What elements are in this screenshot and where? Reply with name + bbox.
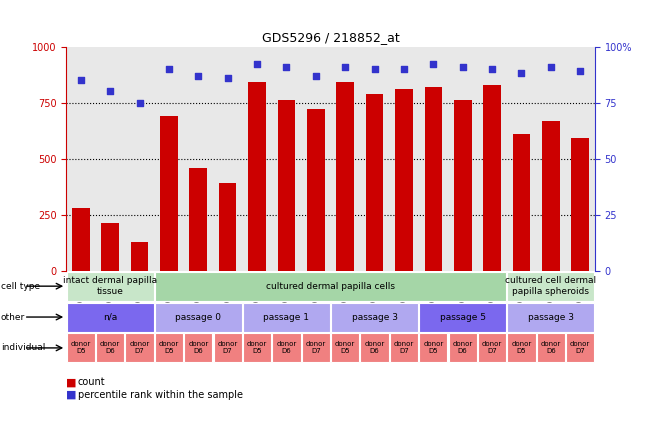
Text: donor
D6: donor D6 (276, 341, 297, 354)
FancyBboxPatch shape (360, 333, 389, 363)
Bar (513, 134, 530, 271)
Point (193, 72, 204, 79)
FancyBboxPatch shape (508, 333, 535, 363)
FancyBboxPatch shape (301, 333, 330, 363)
Bar (190, 168, 207, 271)
Point (369, 66, 380, 72)
FancyBboxPatch shape (155, 333, 183, 363)
Point (428, 61, 439, 68)
FancyBboxPatch shape (331, 302, 418, 332)
Bar (366, 93, 383, 271)
Point (311, 72, 321, 79)
Text: donor
D6: donor D6 (453, 341, 473, 354)
Text: donor
D7: donor D7 (482, 341, 502, 354)
Point (340, 63, 350, 70)
Text: ■: ■ (66, 377, 77, 387)
FancyBboxPatch shape (214, 333, 242, 363)
Bar (249, 82, 266, 271)
Text: passage 5: passage 5 (440, 313, 486, 321)
Bar (219, 183, 237, 271)
Title: GDS5296 / 218852_at: GDS5296 / 218852_at (262, 31, 399, 44)
Text: cell type: cell type (1, 282, 40, 291)
Text: cultured cell dermal
papilla spheroids: cultured cell dermal papilla spheroids (505, 277, 596, 296)
Text: intact dermal papilla
tissue: intact dermal papilla tissue (63, 277, 157, 296)
Text: donor
D5: donor D5 (247, 341, 267, 354)
Bar (131, 242, 148, 271)
Point (134, 99, 145, 106)
Text: passage 0: passage 0 (175, 313, 221, 321)
FancyBboxPatch shape (243, 333, 271, 363)
FancyBboxPatch shape (67, 272, 153, 301)
Text: passage 3: passage 3 (528, 313, 574, 321)
FancyBboxPatch shape (449, 333, 477, 363)
Text: ■: ■ (66, 390, 77, 400)
Text: donor
D7: donor D7 (570, 341, 590, 354)
Text: n/a: n/a (103, 313, 117, 321)
Text: donor
D7: donor D7 (130, 341, 149, 354)
Text: passage 1: passage 1 (264, 313, 309, 321)
Point (164, 66, 175, 72)
Text: donor
D5: donor D5 (71, 341, 91, 354)
Point (457, 63, 468, 70)
FancyBboxPatch shape (155, 302, 242, 332)
Text: donor
D5: donor D5 (159, 341, 179, 354)
FancyBboxPatch shape (478, 333, 506, 363)
Bar (160, 116, 178, 271)
Point (486, 66, 497, 72)
FancyBboxPatch shape (67, 302, 153, 332)
Point (516, 70, 527, 77)
Text: donor
D6: donor D6 (100, 341, 120, 354)
Text: donor
D6: donor D6 (188, 341, 208, 354)
Bar (424, 87, 442, 271)
FancyBboxPatch shape (508, 302, 594, 332)
Text: donor
D7: donor D7 (394, 341, 414, 354)
Point (281, 63, 292, 70)
Text: other: other (1, 313, 25, 321)
Text: donor
D7: donor D7 (305, 341, 326, 354)
Point (252, 61, 262, 68)
Point (105, 88, 116, 95)
FancyBboxPatch shape (331, 333, 360, 363)
Bar (101, 222, 119, 271)
Text: count: count (78, 377, 106, 387)
FancyBboxPatch shape (126, 333, 153, 363)
FancyBboxPatch shape (390, 333, 418, 363)
Text: passage 3: passage 3 (352, 313, 397, 321)
Text: donor
D6: donor D6 (364, 341, 385, 354)
FancyBboxPatch shape (96, 333, 124, 363)
FancyBboxPatch shape (537, 333, 565, 363)
Text: donor
D5: donor D5 (335, 341, 356, 354)
Text: donor
D5: donor D5 (423, 341, 444, 354)
Text: donor
D5: donor D5 (512, 341, 531, 354)
FancyBboxPatch shape (508, 272, 594, 301)
Bar (542, 121, 560, 271)
FancyBboxPatch shape (243, 302, 330, 332)
FancyBboxPatch shape (419, 333, 447, 363)
Text: cultured dermal papilla cells: cultured dermal papilla cells (266, 282, 395, 291)
FancyBboxPatch shape (566, 333, 594, 363)
Text: individual: individual (1, 343, 45, 352)
Point (545, 63, 556, 70)
Bar (454, 100, 471, 271)
Text: donor
D7: donor D7 (217, 341, 238, 354)
Bar (278, 100, 295, 271)
Text: donor
D6: donor D6 (541, 341, 561, 354)
Point (399, 66, 409, 72)
FancyBboxPatch shape (419, 302, 506, 332)
Point (575, 68, 586, 74)
Point (222, 74, 233, 81)
FancyBboxPatch shape (67, 333, 95, 363)
Point (75, 77, 86, 84)
Bar (336, 82, 354, 271)
Bar (72, 208, 90, 271)
FancyBboxPatch shape (155, 272, 506, 301)
Text: percentile rank within the sample: percentile rank within the sample (78, 390, 243, 400)
Bar (483, 85, 501, 271)
FancyBboxPatch shape (184, 333, 212, 363)
Bar (571, 138, 589, 271)
Bar (307, 109, 325, 271)
FancyBboxPatch shape (272, 333, 301, 363)
Bar (395, 89, 412, 271)
